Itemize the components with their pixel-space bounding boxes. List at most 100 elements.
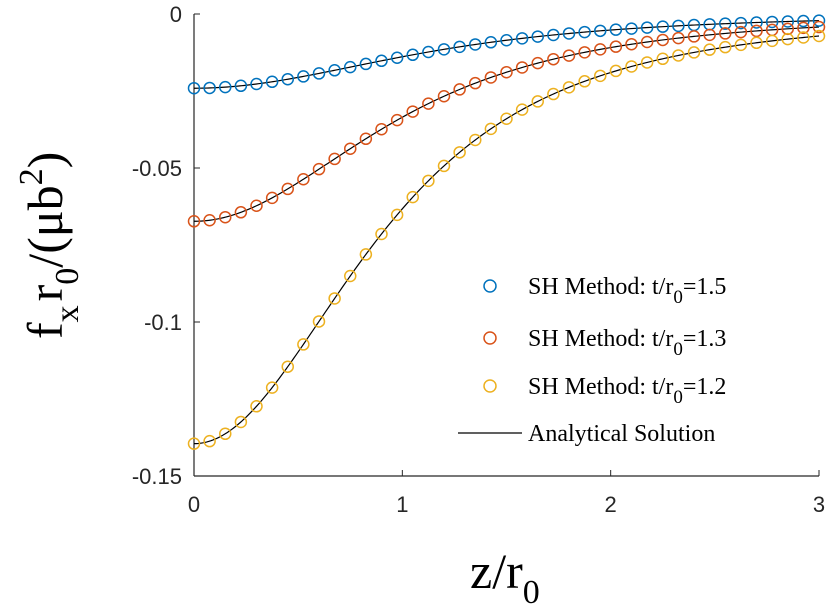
marker-series-2 [469,133,482,147]
marker-series-1 [453,83,466,96]
y-tick-label: -0.05 [132,156,182,181]
marker-series-0 [765,15,779,29]
marker-series-1 [640,35,654,49]
marker-series-0 [562,27,576,40]
x-tick-label: 2 [605,492,617,517]
marker-series-2 [578,75,591,88]
x-tick-label: 3 [813,492,825,517]
x-axis-label: z/r0 [470,543,540,606]
marker-series-2 [703,43,716,56]
legend-label: SH Method: t/r0=1.5 [528,274,726,308]
marker-series-1 [515,61,529,74]
y-tick-label: 0 [170,2,182,27]
marker-series-2 [265,381,279,394]
marker-series-0 [640,21,654,34]
marker-series-1 [422,97,435,110]
marker-series-1 [375,122,388,136]
marker-series-2 [453,146,466,159]
legend-marker [483,279,497,293]
marker-series-1 [203,214,216,227]
marker-series-2 [656,52,669,66]
marker-series-0 [484,36,498,49]
marker-series-2 [594,69,607,83]
marker-series-2 [672,49,685,62]
marker-series-2 [375,227,388,241]
marker-series-0 [422,45,435,59]
marker-series-0 [578,25,591,39]
marker-series-0 [531,30,544,43]
legend-label: SH Method: t/r0=1.2 [528,374,726,408]
marker-series-0 [453,40,466,54]
marker-series-2 [609,64,623,78]
marker-series-1 [281,182,294,196]
x-tick-label: 0 [188,492,200,517]
marker-series-2 [187,437,201,450]
marker-series-2 [437,159,451,173]
marker-series-1 [297,173,310,186]
marker-series-1 [187,215,201,228]
marker-series-0 [594,24,607,38]
axes [193,13,820,477]
marker-series-1 [719,27,732,40]
marker-series-1 [625,37,638,51]
legend-label-analytical: Analytical Solution [528,421,715,447]
legend-marker [483,331,497,345]
marker-series-1 [594,43,607,56]
marker-series-2 [297,338,310,351]
marker-series-2 [250,400,263,413]
tick-labels: 0 1 2 3 0 -0.05 -0.1 -0.15 [132,2,825,517]
y-tick-label: -0.15 [132,464,182,489]
marker-series-2 [390,208,404,222]
marker-series-0 [265,75,279,89]
marker-series-0 [437,43,451,56]
marker-series-1 [547,52,560,66]
marker-series-2 [687,46,701,59]
marker-series-0 [469,38,482,51]
marker-series-0 [547,28,560,42]
marker-series-2 [328,292,341,305]
legend-label: SH Method: t/r0=1.3 [528,326,726,360]
marker-series-1 [609,40,623,53]
y-axis-label: fxr0/(μb2) [13,152,86,339]
marker-series-0 [609,23,623,36]
marker-series-2 [203,434,216,448]
marker-series-1 [359,132,373,146]
marker-series-2 [719,40,732,54]
marker-series-0 [656,20,669,33]
marker-series-2 [531,95,544,108]
y-tick-label: -0.1 [144,310,182,335]
marker-series-1 [672,31,685,45]
marker-series-0 [781,15,794,28]
marker-series-0 [328,64,341,77]
marker-series-2 [750,36,763,50]
marker-series-0 [344,60,357,74]
marker-series-2 [344,269,357,283]
marker-series-2 [219,427,232,441]
marker-series-2 [422,174,435,188]
legend-marker [483,379,497,393]
marker-series-0 [625,22,638,35]
marker-series-0 [390,51,404,64]
marker-series-1 [812,20,826,34]
marker-series-1 [219,210,232,224]
marker-series-1 [406,105,419,118]
marker-series-2 [515,103,529,116]
marker-series-2 [562,81,576,94]
marker-series-1 [562,49,576,62]
marker-series-2 [781,32,794,46]
marker-series-1 [656,33,669,47]
marker-series-2 [765,34,779,48]
marker-series-2 [484,122,498,136]
marker-series-0 [406,48,419,62]
marker-series-0 [500,33,513,47]
marker-series-1 [703,28,716,42]
marker-series-0 [672,19,685,33]
marker-series-1 [484,71,498,84]
markers [187,14,826,450]
marker-series-1 [750,24,763,38]
marker-series-2 [234,415,248,429]
marker-series-2 [734,38,748,52]
marker-series-0 [359,57,373,71]
marker-series-1 [797,21,810,35]
